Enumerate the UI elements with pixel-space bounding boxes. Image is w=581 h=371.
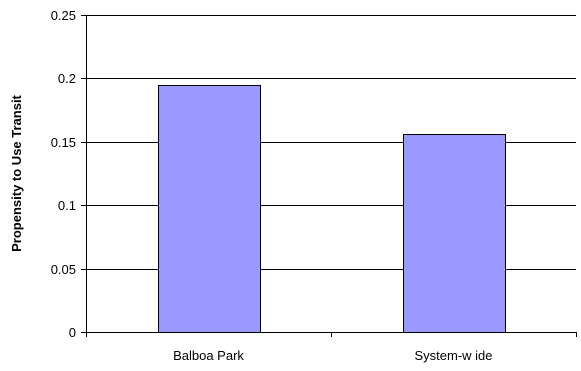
x-tick-labels: Balboa Park System-w ide — [173, 348, 492, 363]
y-tick-labels: 0 0.05 0.1 0.15 0.2 0.25 — [51, 8, 76, 340]
x-tick-label: System-w ide — [414, 348, 492, 363]
bars — [158, 85, 506, 333]
bar-balboa-park — [158, 85, 261, 333]
y-tick-label: 0 — [69, 325, 76, 340]
y-tick-label: 0.1 — [58, 198, 76, 213]
bar-system-w-ide — [403, 134, 506, 333]
x-tick-label: Balboa Park — [173, 348, 244, 363]
y-axis-title: Propensity to Use Transit — [9, 94, 24, 251]
y-tick-label: 0.2 — [58, 71, 76, 86]
y-tick-label: 0.25 — [51, 8, 76, 23]
y-tick-label: 0.05 — [51, 262, 76, 277]
axes — [81, 15, 577, 337]
y-tick-label: 0.15 — [51, 135, 76, 150]
